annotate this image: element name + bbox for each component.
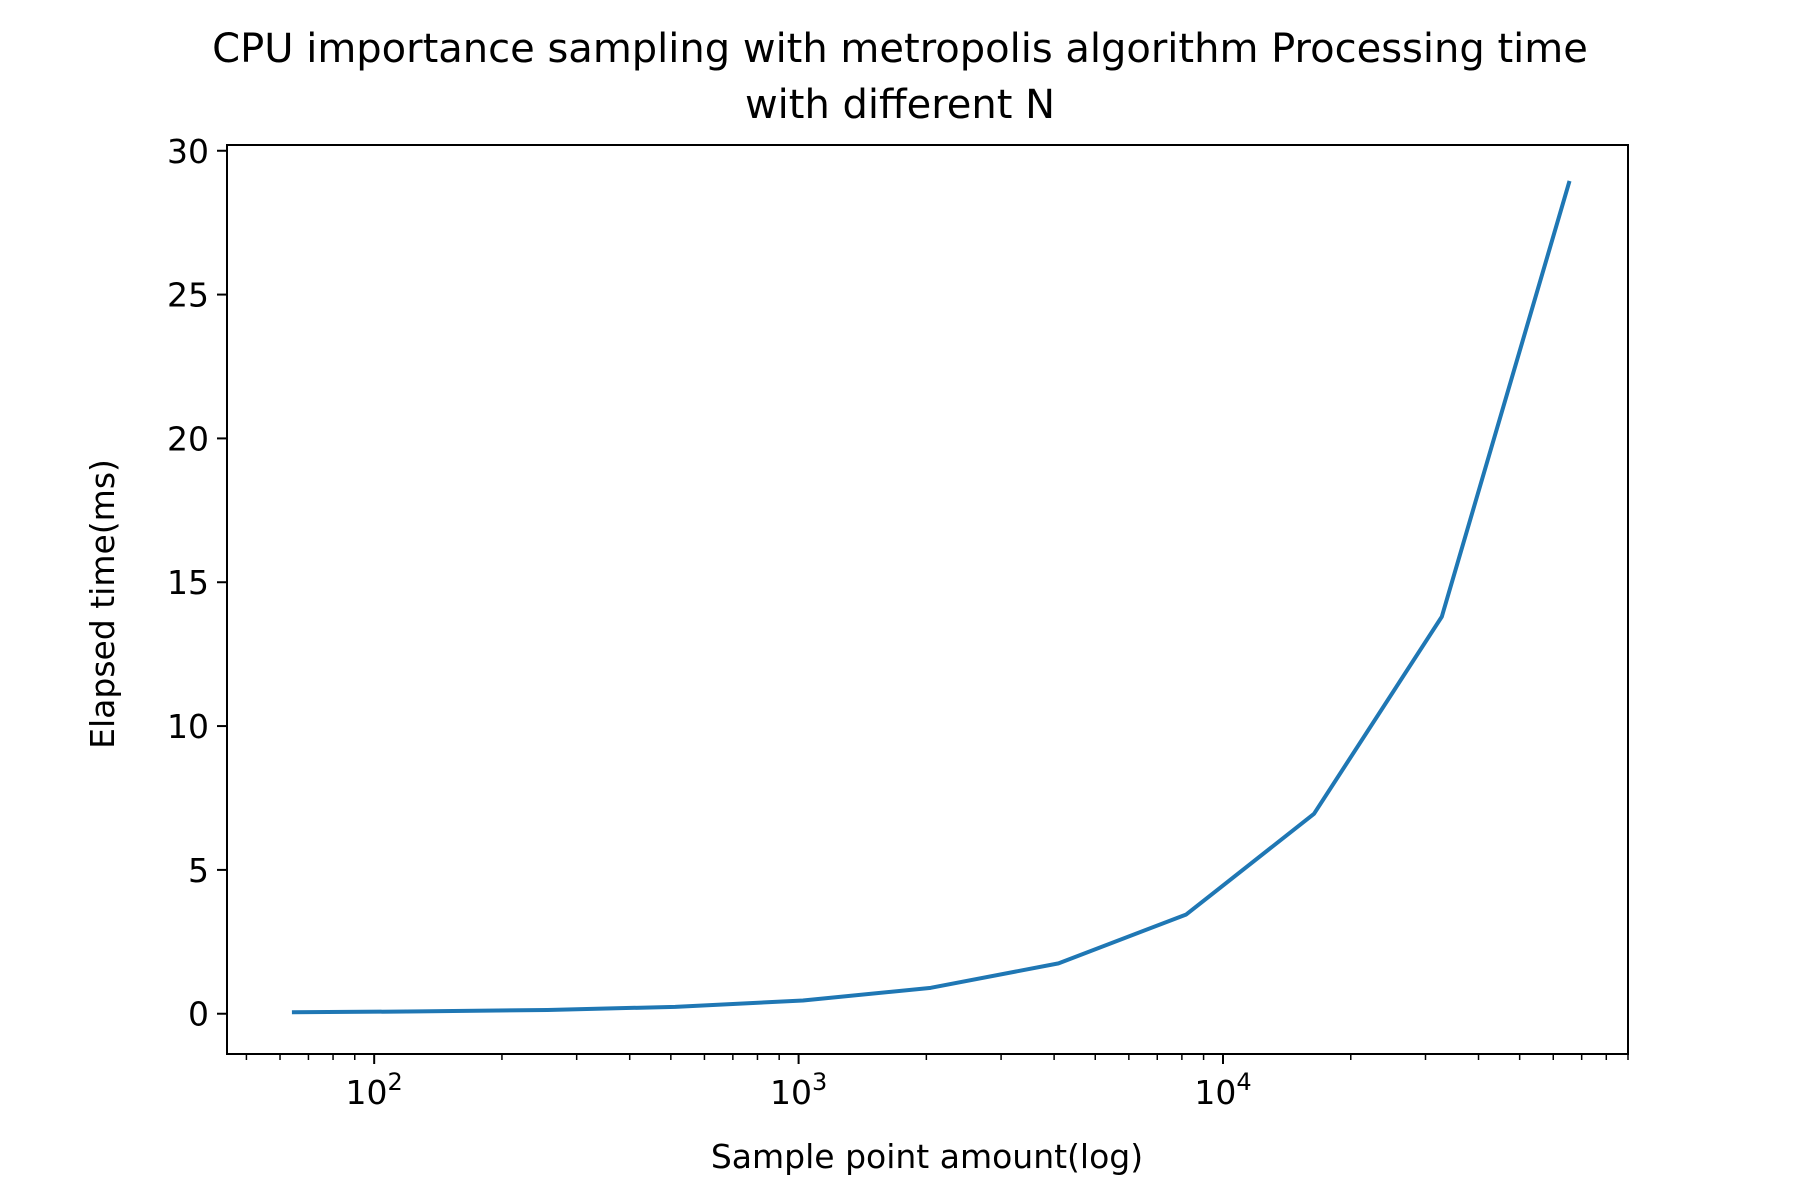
chart-title: CPU importance sampling with metropolis …: [212, 26, 1588, 72]
plot-frame: [226, 144, 1629, 1055]
x-tick-label: 103: [770, 1068, 827, 1112]
chart-subtitle: with different N: [745, 82, 1055, 128]
plot-area: 0 5 10 15 20 25 30 102 103 104: [167, 132, 1629, 1112]
x-tick-label: 104: [1194, 1068, 1251, 1112]
x-axis-label: Sample point amount(log): [711, 1137, 1143, 1176]
y-tick-label: 15: [167, 563, 209, 602]
y-tick-label: 25: [167, 276, 209, 315]
y-tick-label: 5: [188, 851, 209, 890]
y-tick-label: 0: [188, 995, 209, 1034]
y-tick-label: 30: [167, 132, 209, 171]
y-tick-label: 10: [167, 707, 209, 746]
y-tick-label: 20: [167, 419, 209, 458]
y-axis-label: Elapsed time(ms): [83, 459, 122, 749]
series-line: [291, 180, 1572, 1015]
x-tick-label: 102: [346, 1068, 403, 1112]
